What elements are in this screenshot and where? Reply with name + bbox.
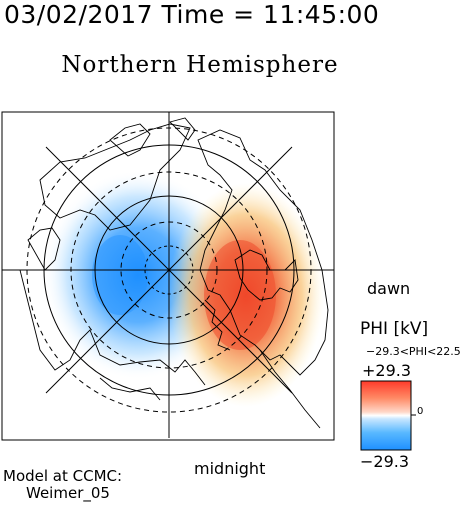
hemisphere-title: Northern Hemisphere [61, 52, 339, 78]
colorbar-zero-label: 0 [417, 406, 424, 417]
timestamp-title: 03/02/2017 Time = 11:45:00 [4, 0, 380, 29]
dawn-label: dawn [367, 279, 411, 298]
longitude-lines [2, 112, 334, 438]
colorbar [360, 380, 416, 451]
colorbar-gradient [360, 380, 412, 451]
midnight-label: midnight [194, 459, 266, 478]
colorbar-max-label: +29.3 [362, 361, 412, 380]
colorbar-title: PHI [kV] [360, 319, 429, 339]
potential-field [43, 170, 324, 407]
colorbar-min-label: −29.3 [360, 452, 410, 471]
polar-map [1, 111, 335, 441]
model-credit-line2: Weimer_05 [26, 484, 110, 502]
colorbar-range: −29.3<PHI<22.5 [366, 345, 461, 358]
model-credit-line1: Model at CCMC: [3, 467, 123, 485]
